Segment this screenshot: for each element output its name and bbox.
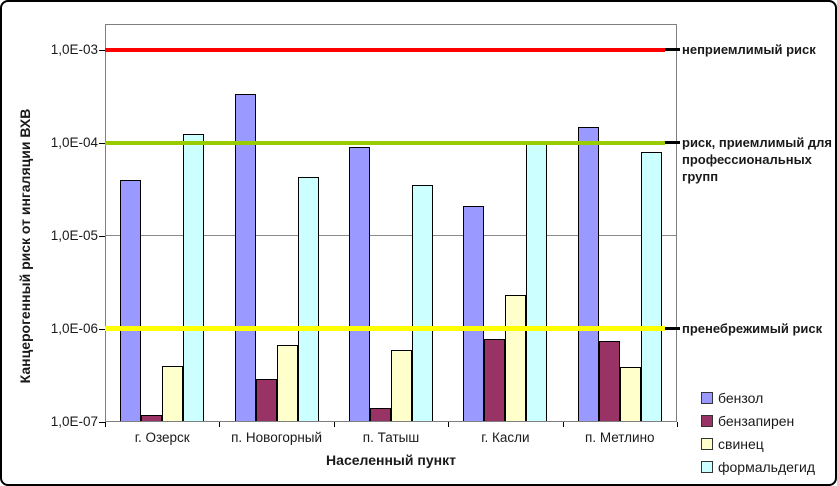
y-tick-label: 1,0E-04 xyxy=(50,134,98,150)
legend-label: бензапирен xyxy=(718,412,795,429)
bar-свинец xyxy=(391,350,412,422)
annotation-negligible-risk: пренебрежимый риск xyxy=(682,320,823,336)
reference-line-occupational-risk xyxy=(105,140,665,145)
bar-свинец xyxy=(505,295,527,422)
legend: бензол бензапирен свинец формальдегид xyxy=(701,386,815,478)
x-axis-tick xyxy=(219,422,221,427)
y-tick-label: 1,0E-05 xyxy=(50,227,98,243)
legend-label: свинец xyxy=(718,435,764,452)
legend-item-формальдегид: формальдегид xyxy=(701,455,815,478)
bar-свинец xyxy=(162,365,184,422)
bar-формальдегид xyxy=(412,185,433,422)
y-axis-tick xyxy=(99,142,105,144)
x-axis-tick xyxy=(105,422,106,427)
annotation-occupational-risk: риск, приемлимый для профессиональных гр… xyxy=(682,134,833,184)
legend-item-свинец: свинец xyxy=(701,432,815,455)
y-axis-tick xyxy=(99,422,105,423)
y-tick-label: 1,0E-07 xyxy=(50,414,98,429)
legend-item-бензол: бензол xyxy=(701,386,815,409)
legend-swatch-icon xyxy=(701,437,713,450)
bar-бензол xyxy=(463,205,485,422)
category-label: п. Татыш xyxy=(362,430,420,445)
annotation-unacceptable-risk: неприемлимый риск xyxy=(682,41,816,57)
y-gridline xyxy=(105,235,677,237)
x-axis-tick xyxy=(333,422,335,427)
y-axis-tick xyxy=(99,328,105,330)
x-axis-tick xyxy=(677,422,678,427)
y-axis-tick xyxy=(99,49,105,51)
bar-бензапирен xyxy=(484,339,506,422)
bar-формальдегид xyxy=(183,133,205,422)
reference-line-leader xyxy=(665,141,680,145)
bar-свинец xyxy=(276,344,298,422)
x-axis-title: Населенный пункт xyxy=(326,452,456,468)
legend-swatch-icon xyxy=(701,414,713,427)
legend-swatch-icon xyxy=(701,391,713,404)
bar-свинец xyxy=(619,367,641,422)
bar-бензапирен xyxy=(370,408,391,422)
category-label: г. Касли xyxy=(481,430,530,445)
y-tick-label: 1,0E-03 xyxy=(50,41,98,57)
legend-item-бензапирен: бензапирен xyxy=(701,409,815,432)
legend-label: бензол xyxy=(718,389,764,406)
bar-бензапирен xyxy=(255,378,277,422)
bar-бензол xyxy=(577,126,599,422)
y-tick-label: 1,0E-06 xyxy=(50,320,98,336)
y-axis-tick xyxy=(99,235,105,237)
reference-line-negligible-risk xyxy=(105,326,665,332)
category-label: г. Озерск xyxy=(134,430,190,445)
bar-бензапирен xyxy=(598,340,620,422)
bar-формальдегид xyxy=(640,151,662,422)
bar-бензапирен xyxy=(141,414,163,422)
category-label: п. Метлино xyxy=(585,430,655,445)
bar-бензол xyxy=(120,179,142,422)
bar-формальдегид xyxy=(297,177,319,422)
bar-формальдегид xyxy=(526,140,548,422)
legend-label: формальдегид xyxy=(718,458,816,475)
reference-line-leader xyxy=(665,327,680,331)
bar-бензол xyxy=(349,147,370,422)
reference-line-unacceptable-risk xyxy=(105,47,665,52)
y-axis-title: Канцерогенный риск от ингаляции ВХВ xyxy=(17,108,33,384)
x-axis-tick xyxy=(448,422,450,427)
legend-swatch-icon xyxy=(701,460,713,473)
x-axis-tick xyxy=(562,422,564,427)
reference-line-leader xyxy=(665,48,680,52)
category-label: п. Новогорный xyxy=(231,430,323,445)
